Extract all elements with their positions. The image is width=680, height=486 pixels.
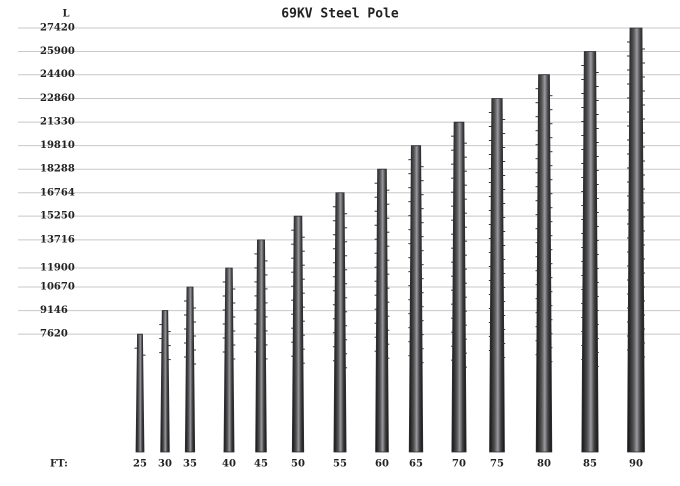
- x-tick-label: 80: [537, 459, 551, 470]
- x-tick-label: 55: [333, 459, 347, 470]
- pole: [451, 121, 467, 453]
- y-tick-label: 11900: [40, 262, 75, 273]
- pole: [408, 145, 424, 453]
- x-tick-label: 30: [158, 459, 172, 470]
- y-tick-label: 10670: [40, 282, 75, 293]
- x-axis-label: FT:: [50, 459, 68, 470]
- y-tick-label: 22860: [40, 93, 75, 104]
- chart-title: 69KV Steel Pole: [281, 7, 399, 22]
- y-tick-label: 27420: [40, 23, 75, 34]
- y-tick-label: 7620: [40, 329, 68, 340]
- pole: [255, 239, 267, 453]
- x-tick-label: 90: [629, 459, 643, 470]
- y-tick-label: 16764: [40, 187, 75, 198]
- y-tick-label: 19810: [40, 140, 75, 151]
- pole: [375, 168, 389, 453]
- x-tick-label: 60: [375, 459, 389, 470]
- y-tick-label: 15250: [40, 211, 75, 222]
- y-tick-label: 18288: [40, 164, 75, 175]
- y-tick-label: 25900: [40, 46, 75, 57]
- x-tick-label: 35: [183, 459, 197, 470]
- x-tick-label: 65: [409, 459, 423, 470]
- x-tick-label: 25: [133, 459, 147, 470]
- x-tick-label: 50: [291, 459, 305, 470]
- x-tick-label: 40: [222, 459, 236, 470]
- y-axis-label: L: [62, 9, 69, 20]
- y-tick-label: 13716: [40, 234, 75, 245]
- pole: [333, 192, 347, 453]
- pole: [627, 27, 645, 453]
- pole: [291, 215, 305, 453]
- x-tick-label: 70: [452, 459, 466, 470]
- x-tick-label: 85: [583, 459, 597, 470]
- pole: [135, 333, 145, 453]
- y-tick-label: 21330: [40, 117, 75, 128]
- x-tick-label: 75: [490, 459, 504, 470]
- y-tick-label: 9146: [40, 305, 68, 316]
- pole: [223, 267, 235, 453]
- pole: [160, 310, 170, 453]
- pole: [581, 51, 599, 453]
- y-tick-label: 24400: [40, 69, 75, 80]
- pole: [489, 98, 505, 453]
- x-tick-label: 45: [254, 459, 268, 470]
- pole: [184, 286, 196, 453]
